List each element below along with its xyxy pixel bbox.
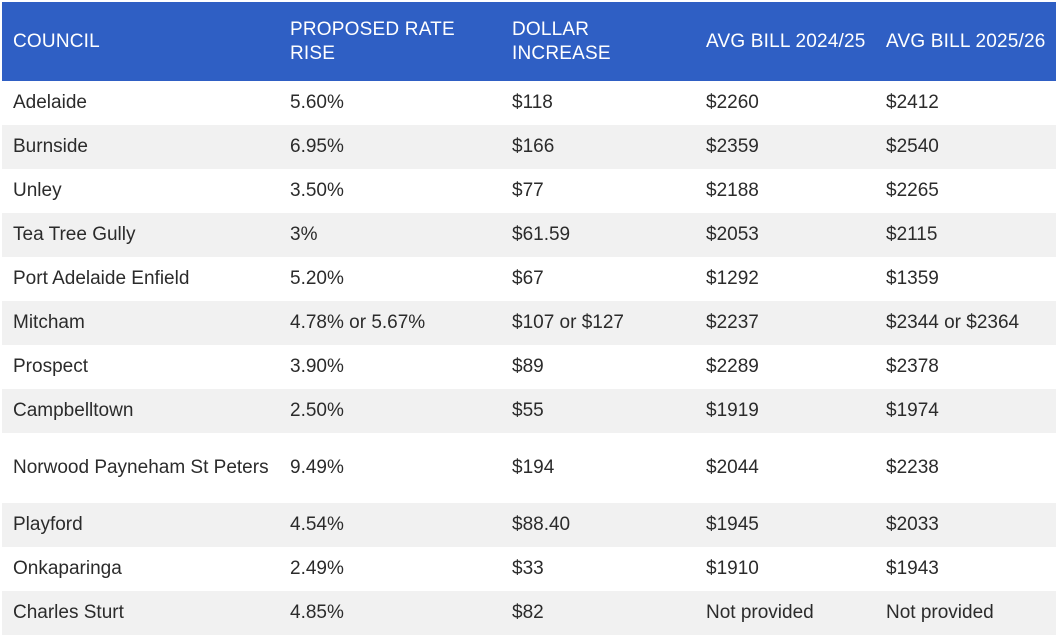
dollar-increase-cell: $77 (512, 180, 544, 201)
dollar-increase-cell: $67 (512, 268, 544, 289)
rate-rise-cell: 2.49% (290, 558, 344, 579)
avg-bill-2025-26-cell: $2115 (886, 224, 938, 245)
avg-bill-2024-25-cell: $2237 (706, 312, 759, 333)
rate-rise-cell: 3.90% (290, 356, 344, 377)
council-cell: Norwood Payneham St Peters (13, 457, 269, 478)
dollar-increase-cell: $194 (512, 457, 555, 478)
council-cell: Campbelltown (13, 400, 134, 421)
avg-bill-2025-26-cell: $2265 (886, 180, 939, 201)
table-row: Burnside 6.95% $166 $2359 $2540 (2, 125, 1056, 169)
rate-rise-cell: 9.49% (290, 457, 344, 478)
table-row: Charles Sturt 4.85% $82 Not provided Not pro… (2, 591, 1056, 635)
avg-bill-2024-25-cell: Not provided (706, 602, 814, 623)
rate-rise-cell: 4.54% (290, 514, 344, 535)
avg-bill-2024-25-cell: $1292 (706, 268, 759, 289)
dollar-increase-cell: $107 or $127 (512, 312, 624, 333)
avg-bill-2025-26-cell: $2378 (886, 356, 939, 377)
dollar-increase-cell: $33 (512, 558, 544, 579)
avg-bill-2025-26-cell: $2033 (886, 514, 939, 535)
avg-bill-2024-25-cell: $2053 (706, 224, 759, 245)
avg-bill-2025-26-cell: $1359 (886, 268, 939, 289)
header-avg-bill-2024-25: AVG BILL 2024/25 (706, 30, 866, 52)
avg-bill-2025-26-cell: $1943 (886, 558, 939, 579)
council-cell: Prospect (13, 356, 88, 377)
dollar-increase-cell: $89 (512, 356, 544, 377)
council-cell: Port Adelaide Enfield (13, 268, 190, 289)
table-row: Playford 4.54% $88.40 $1945 $2033 (2, 503, 1056, 547)
rate-rise-cell: 6.95% (290, 136, 344, 157)
avg-bill-2025-26-cell: $2344 or $2364 (886, 312, 1020, 333)
council-cell: Mitcham (13, 312, 85, 333)
avg-bill-2024-25-cell: $2359 (706, 136, 759, 157)
table-row: Unley 3.50% $77 $2188 $2265 (2, 169, 1056, 213)
avg-bill-2025-26-cell: $2238 (886, 457, 939, 478)
avg-bill-2024-25-cell: $1910 (706, 558, 759, 579)
header-proposed-rate-rise: PROPOSED RATE RISE (290, 18, 455, 64)
council-cell: Tea Tree Gully (13, 224, 136, 245)
rate-rise-cell: 3% (290, 224, 318, 245)
dollar-increase-cell: $61.59 (512, 224, 571, 245)
avg-bill-2024-25-cell: $1945 (706, 514, 759, 535)
avg-bill-2025-26-cell: $2412 (886, 92, 939, 113)
dollar-increase-cell: $82 (512, 602, 544, 623)
rate-rise-cell: 5.20% (290, 268, 344, 289)
avg-bill-2024-25-cell: $2260 (706, 92, 759, 113)
council-cell: Unley (13, 180, 62, 201)
avg-bill-2024-25-cell: $2188 (706, 180, 759, 201)
table-body: Adelaide 5.60% $118 $2260 $2412 Burnside 6.95%… (2, 81, 1056, 635)
dollar-increase-cell: $55 (512, 400, 544, 421)
avg-bill-2025-26-cell: Not provided (886, 602, 994, 623)
table-row: Norwood Payneham St Peters 9.49% $194 $2044… (2, 433, 1056, 503)
table-row: Mitcham 4.78% or 5.67% $107 or $127 $2237 $2… (2, 301, 1056, 345)
council-cell: Adelaide (13, 92, 87, 113)
council-cell: Onkaparinga (13, 558, 122, 579)
rate-rise-cell: 5.60% (290, 92, 344, 113)
dollar-increase-cell: $88.40 (512, 514, 571, 535)
dollar-increase-cell: $118 (512, 92, 553, 113)
table-row: Adelaide 5.60% $118 $2260 $2412 (2, 81, 1056, 125)
table-row: Campbelltown 2.50% $55 $1919 $1974 (2, 389, 1056, 433)
rate-rise-cell: 4.78% or 5.67% (290, 312, 426, 333)
header-dollar-increase: DOLLAR INCREASE (512, 18, 611, 64)
rate-rise-cell: 2.50% (290, 400, 344, 421)
dollar-increase-cell: $166 (512, 136, 555, 157)
avg-bill-2024-25-cell: $2044 (706, 457, 759, 478)
table-row: Tea Tree Gully 3% $61.59 $2053 $2115 (2, 213, 1056, 257)
avg-bill-2024-25-cell: $1919 (706, 400, 759, 421)
avg-bill-2025-26-cell: $2540 (886, 136, 939, 157)
rate-rise-cell: 4.85% (290, 602, 344, 623)
table-row: Port Adelaide Enfield 5.20% $67 $1292 $1359 (2, 257, 1056, 301)
table-row: Prospect 3.90% $89 $2289 $2378 (2, 345, 1056, 389)
avg-bill-2024-25-cell: $2289 (706, 356, 759, 377)
table-row: Onkaparinga 2.49% $33 $1910 $1943 (2, 547, 1056, 591)
table-header-row: COUNCIL PROPOSED RATE RISE DOLLAR INCREA… (2, 2, 1056, 81)
avg-bill-2025-26-cell: $1974 (886, 400, 939, 421)
council-cell: Playford (13, 514, 83, 535)
rate-rise-cell: 3.50% (290, 180, 344, 201)
header-avg-bill-2025-26: AVG BILL 2025/26 (886, 30, 1046, 52)
council-cell: Charles Sturt (13, 602, 124, 623)
header-council: COUNCIL (13, 30, 100, 52)
council-cell: Burnside (13, 136, 88, 157)
